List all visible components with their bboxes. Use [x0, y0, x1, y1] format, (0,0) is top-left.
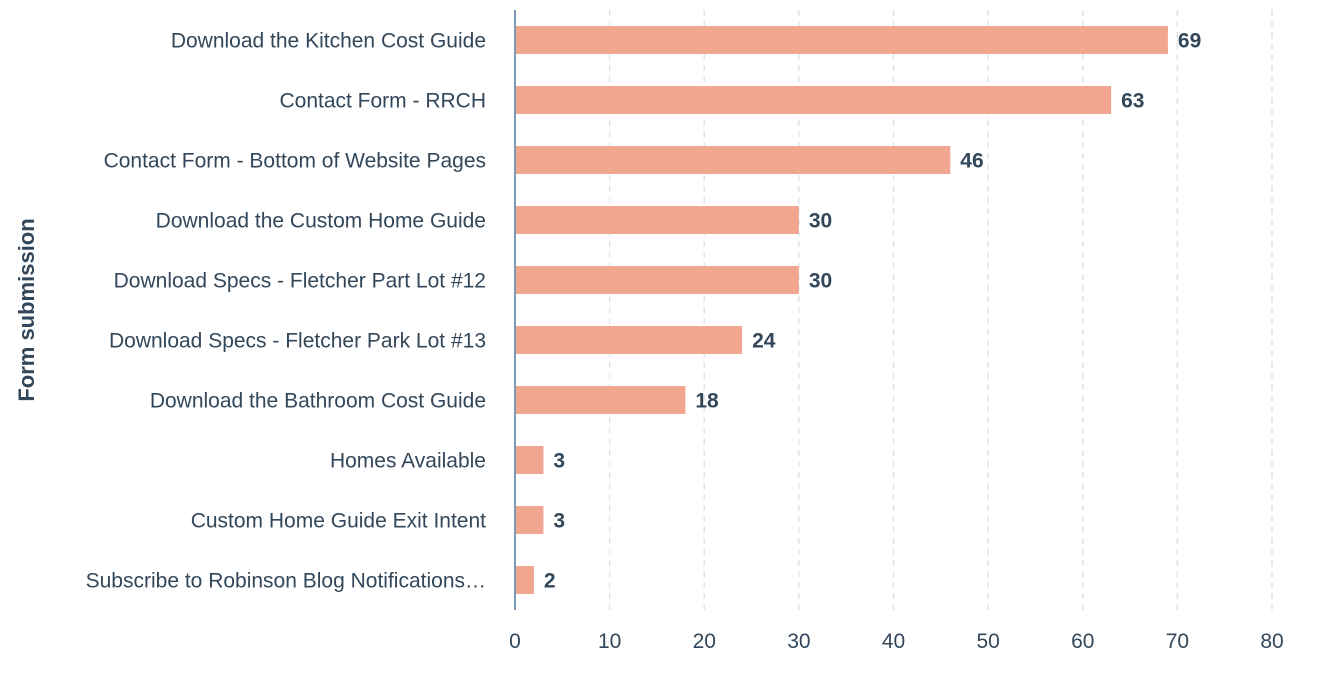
value-label: 18 [695, 390, 719, 413]
value-label: 2 [544, 570, 556, 593]
bar [515, 266, 799, 294]
x-tick-labels: 0 10 20 30 40 50 60 70 80 [509, 630, 1284, 653]
category-label: Download the Custom Home Guide [156, 210, 486, 233]
category-label: Contact Form - Bottom of Website Pages [104, 150, 486, 173]
value-label: 3 [553, 450, 565, 473]
bar [515, 86, 1112, 114]
bar [515, 446, 544, 474]
x-tick-label: 20 [693, 630, 716, 653]
category-label: Homes Available [330, 450, 486, 473]
category-label: Download the Bathroom Cost Guide [150, 390, 486, 413]
category-label: Download Specs - Fletcher Park Lot #13 [109, 330, 486, 353]
bar [515, 386, 686, 414]
category-labels: Download the Kitchen Cost Guide Contact F… [86, 30, 487, 593]
category-label: Custom Home Guide Exit Intent [191, 510, 486, 533]
category-label: Contact Form - RRCH [279, 90, 486, 113]
x-tick-label: 70 [1166, 630, 1189, 653]
bar [515, 26, 1168, 54]
category-label: Download the Kitchen Cost Guide [171, 30, 486, 53]
x-tick-label: 80 [1260, 630, 1283, 653]
bar [515, 506, 544, 534]
x-tick-label: 60 [1071, 630, 1094, 653]
value-label: 30 [809, 270, 832, 293]
x-tick-label: 40 [882, 630, 905, 653]
bar [515, 206, 799, 234]
value-label: 69 [1178, 30, 1201, 53]
value-label: 30 [809, 210, 832, 233]
value-label: 24 [752, 330, 776, 353]
bar [515, 326, 743, 354]
x-tick-label: 30 [787, 630, 810, 653]
value-label: 3 [553, 510, 565, 533]
bar [515, 566, 534, 594]
x-tick-label: 10 [598, 630, 621, 653]
bars [515, 26, 1168, 594]
category-label: Download Specs - Fletcher Part Lot #12 [114, 270, 486, 293]
x-tick-label: 50 [976, 630, 999, 653]
x-tick-label: 0 [509, 630, 521, 653]
value-label: 46 [960, 150, 983, 173]
value-label: 63 [1121, 90, 1144, 113]
bar [515, 146, 951, 174]
value-labels: 69 63 46 30 30 24 18 3 3 2 [544, 30, 1201, 593]
y-axis-title: Form submission [14, 218, 39, 401]
category-label: Subscribe to Robinson Blog Notifications… [86, 570, 486, 593]
